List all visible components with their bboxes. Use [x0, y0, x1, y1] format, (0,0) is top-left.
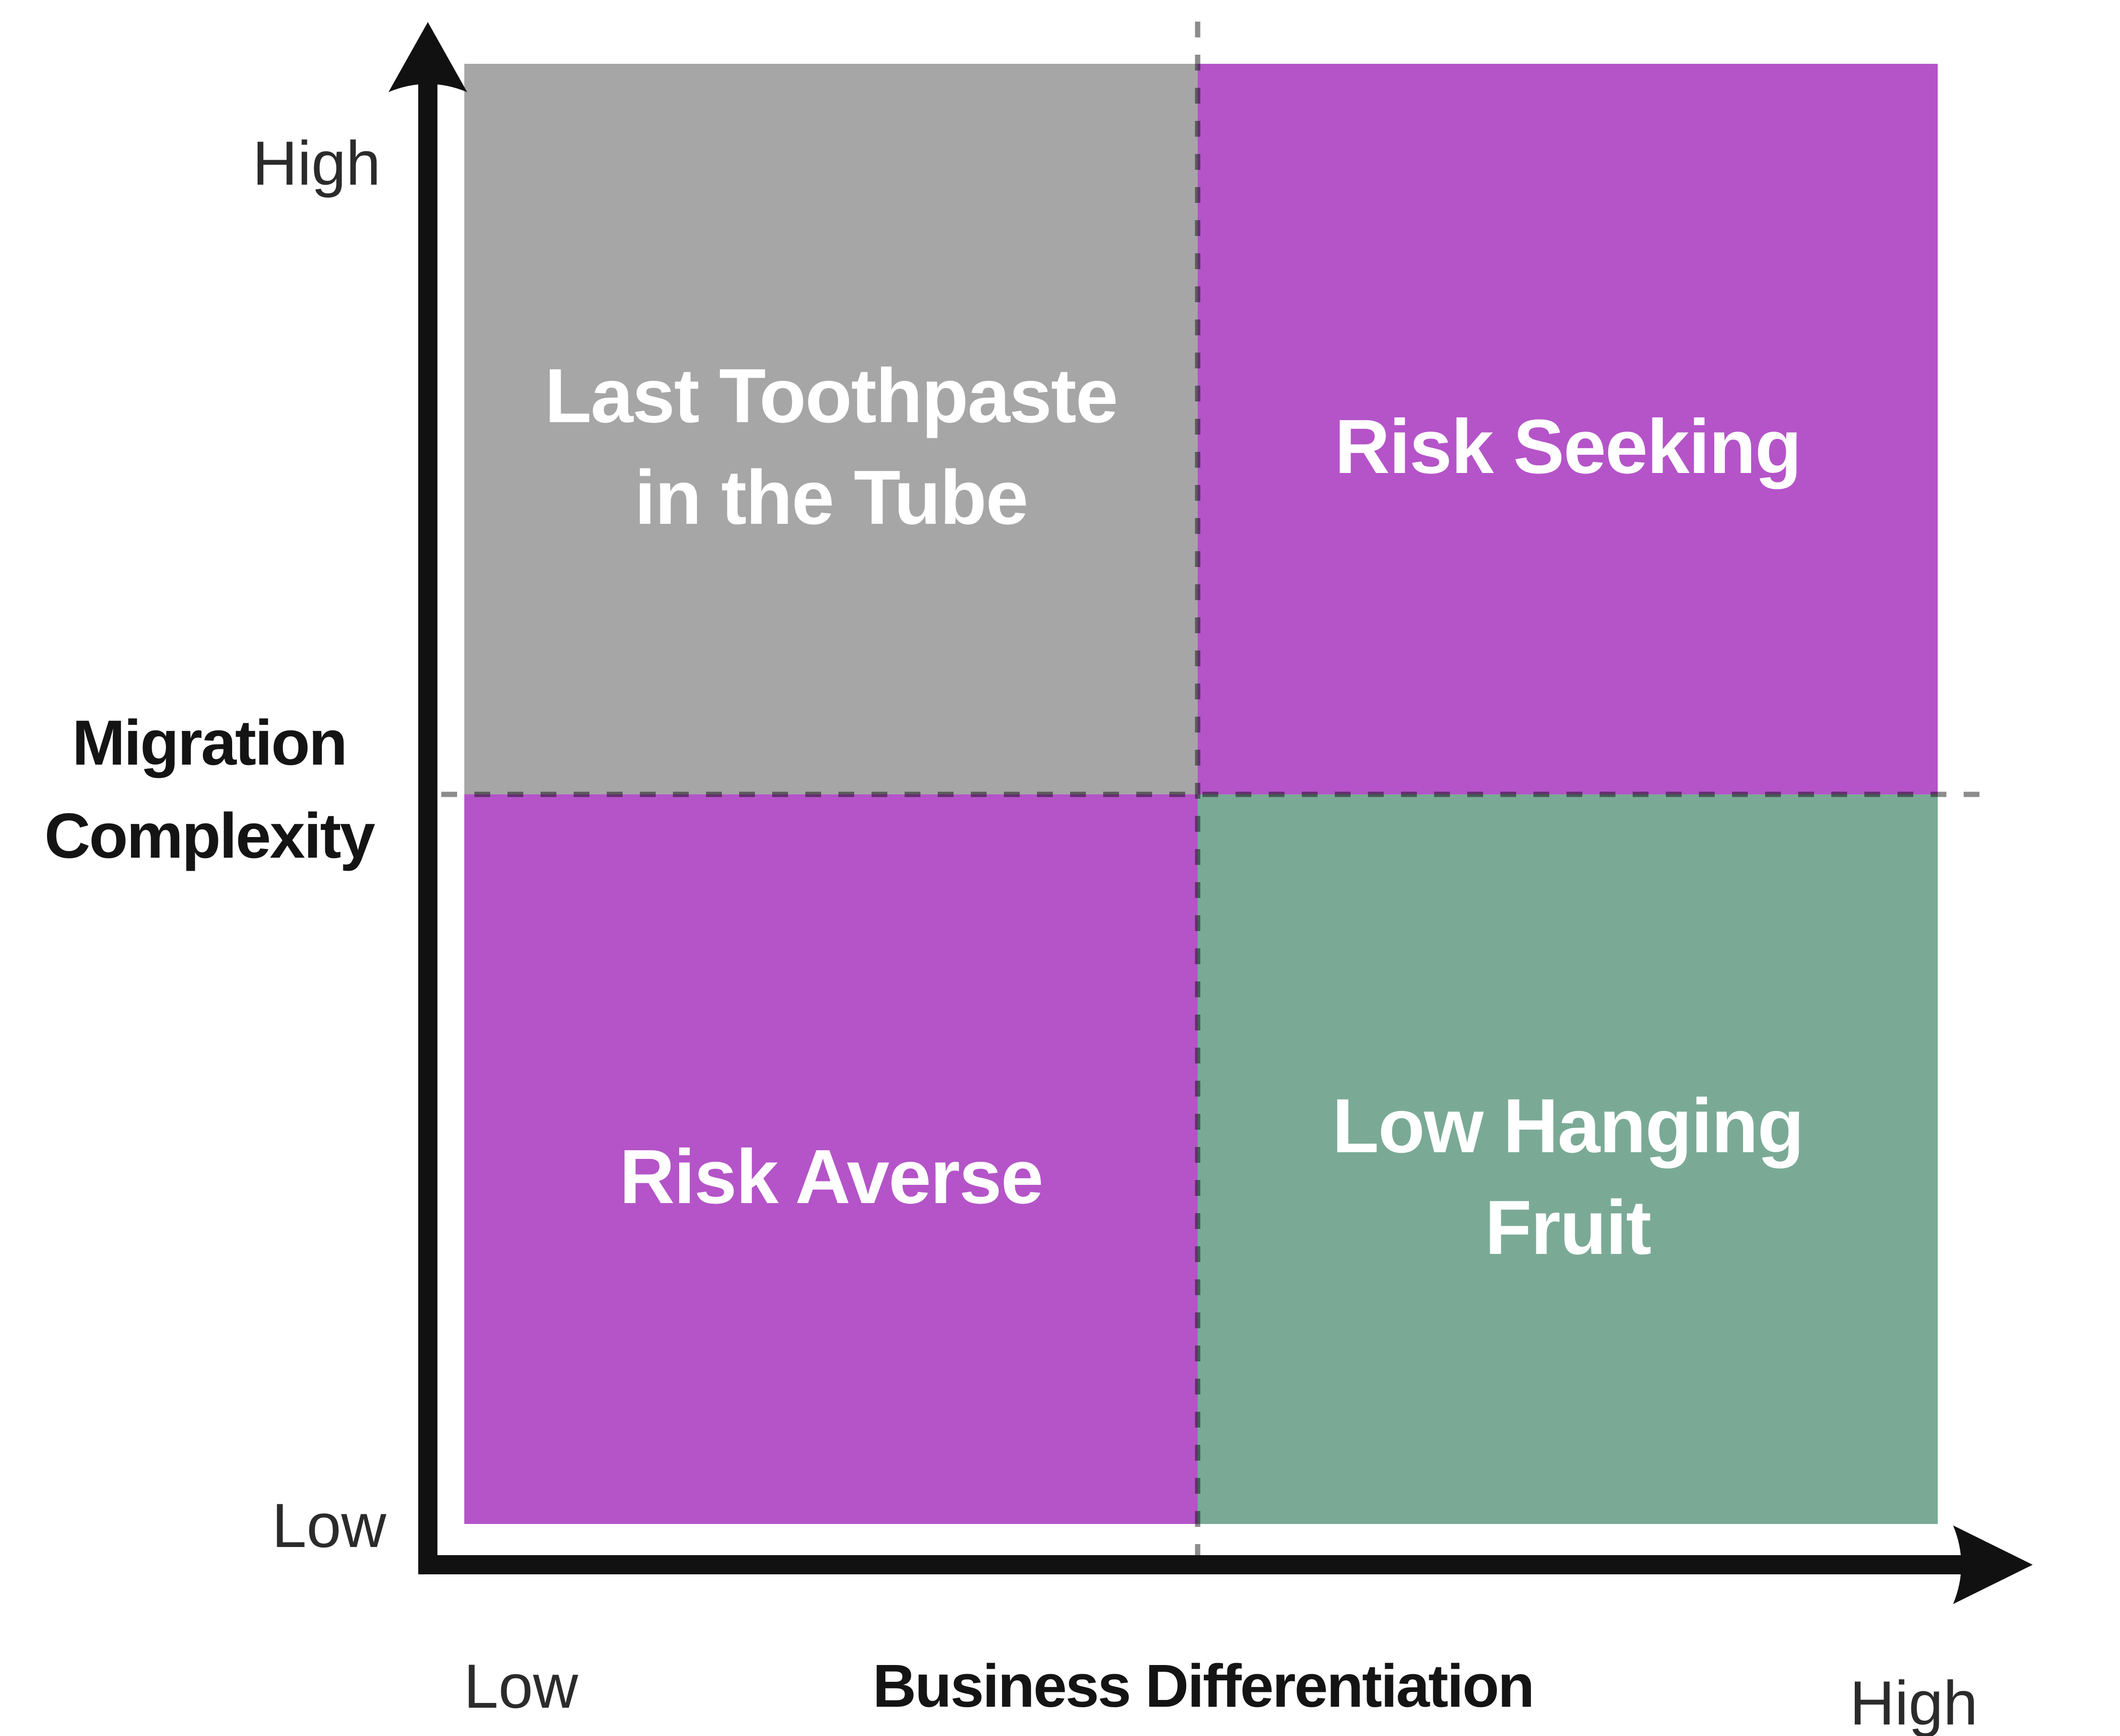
quadrant-label-line: Low Hanging	[1332, 1082, 1804, 1169]
x-axis-arrow-icon	[1953, 1525, 2033, 1604]
x-axis-title: Business Differentiation	[872, 1652, 1534, 1720]
quadrant-top-right: Risk Seeking	[1198, 64, 1938, 794]
quadrant-label-risk-averse: Risk Averse	[619, 1133, 1043, 1219]
x-axis-low-label: Low	[463, 1651, 578, 1721]
y-axis-arrow-icon	[389, 22, 467, 92]
quadrant-label-line: in the Tube	[634, 454, 1028, 540]
quadrant-label-low-hanging-fruit: Low Hanging Fruit	[1332, 1075, 1804, 1278]
quadrant-bottom-right: Low Hanging Fruit	[1198, 794, 1938, 1524]
quadrant-label-last-toothpaste: Last Toothpaste in the Tube	[544, 345, 1119, 548]
y-axis-title-line: Migration	[72, 708, 347, 779]
y-axis-line	[418, 82, 437, 1574]
quadrant-label-line: Last Toothpaste	[544, 352, 1119, 438]
y-axis-title-line: Complexity	[44, 801, 376, 872]
y-axis-low-label: Low	[271, 1490, 387, 1560]
x-axis-high-label: High	[1849, 1668, 1978, 1736]
x-axis-line	[418, 1555, 1969, 1574]
quadrant-bottom-left: Risk Averse	[464, 794, 1198, 1524]
quadrant-label-risk-seeking: Risk Seeking	[1334, 403, 1802, 489]
quadrant-top-left: Last Toothpaste in the Tube	[464, 64, 1198, 794]
y-axis-title: Migration Complexity	[17, 697, 401, 883]
quadrant-label-line: Fruit	[1484, 1184, 1651, 1270]
y-axis-high-label: High	[252, 128, 381, 198]
